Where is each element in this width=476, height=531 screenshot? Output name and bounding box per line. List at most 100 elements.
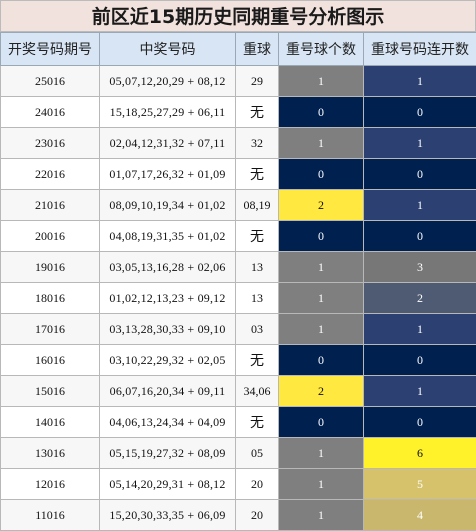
run-count-cell: 1 — [364, 190, 476, 221]
repeat-count-cell: 1 — [279, 314, 364, 345]
repeat-number-cell: 32 — [236, 128, 279, 159]
issue-cell: 18016 — [1, 283, 100, 314]
run-count-cell: 6 — [364, 438, 476, 469]
repeat-number-cell: 无 — [236, 345, 279, 376]
winning-numbers-cell: 04,06,13,24,34 + 04,09 — [100, 407, 236, 438]
repeat-number-cell: 34,06 — [236, 376, 279, 407]
repeat-number-cell: 08,19 — [236, 190, 279, 221]
winning-numbers-cell: 05,14,20,29,31 + 08,12 — [100, 469, 236, 500]
header-run: 重球号码连开数 — [364, 33, 476, 66]
run-count-cell: 4 — [364, 500, 476, 531]
issue-cell: 22016 — [1, 159, 100, 190]
winning-numbers-cell: 06,07,16,20,34 + 09,11 — [100, 376, 236, 407]
run-count-cell: 2 — [364, 283, 476, 314]
issue-cell: 20016 — [1, 221, 100, 252]
winning-numbers-cell: 03,05,13,16,28 + 02,06 — [100, 252, 236, 283]
repeat-number-cell: 无 — [236, 159, 279, 190]
issue-cell: 14016 — [1, 407, 100, 438]
issue-cell: 11016 — [1, 500, 100, 531]
winning-numbers-cell: 15,18,25,27,29 + 06,11 — [100, 97, 236, 128]
run-count-cell: 1 — [364, 314, 476, 345]
run-count-cell: 0 — [364, 97, 476, 128]
repeat-count-cell: 0 — [279, 97, 364, 128]
issue-cell: 25016 — [1, 66, 100, 97]
repeat-count-cell: 2 — [279, 376, 364, 407]
run-count-cell: 0 — [364, 159, 476, 190]
repeat-count-cell: 1 — [279, 66, 364, 97]
issue-cell: 19016 — [1, 252, 100, 283]
winning-numbers-cell: 03,13,28,30,33 + 09,10 — [100, 314, 236, 345]
winning-numbers-cell: 05,15,19,27,32 + 08,09 — [100, 438, 236, 469]
run-count-cell: 1 — [364, 66, 476, 97]
issue-cell: 21016 — [1, 190, 100, 221]
repeat-count-cell: 1 — [279, 283, 364, 314]
header-count: 重号球个数 — [279, 33, 364, 66]
run-count-cell: 1 — [364, 376, 476, 407]
repeat-count-cell: 0 — [279, 159, 364, 190]
issue-cell: 17016 — [1, 314, 100, 345]
winning-numbers-cell: 01,07,17,26,32 + 01,09 — [100, 159, 236, 190]
repeat-number-cell: 13 — [236, 252, 279, 283]
issue-cell: 12016 — [1, 469, 100, 500]
page-title: 前区近15期历史同期重号分析图示 — [0, 0, 476, 32]
run-count-cell: 3 — [364, 252, 476, 283]
run-count-cell: 0 — [364, 407, 476, 438]
repeat-count-cell: 0 — [279, 221, 364, 252]
issue-cell: 15016 — [1, 376, 100, 407]
repeat-count-cell: 0 — [279, 345, 364, 376]
issue-cell: 13016 — [1, 438, 100, 469]
run-count-cell: 5 — [364, 469, 476, 500]
repeat-count-cell: 1 — [279, 500, 364, 531]
winning-numbers-cell: 04,08,19,31,35 + 01,02 — [100, 221, 236, 252]
repeat-count-cell: 1 — [279, 438, 364, 469]
issue-cell: 23016 — [1, 128, 100, 159]
repeat-number-cell: 13 — [236, 283, 279, 314]
winning-numbers-cell: 05,07,12,20,29 + 08,12 — [100, 66, 236, 97]
repeat-number-cell: 20 — [236, 500, 279, 531]
issue-cell: 16016 — [1, 345, 100, 376]
repeat-number-cell: 03 — [236, 314, 279, 345]
header-issue: 开奖号码期号 — [1, 33, 100, 66]
run-count-cell: 0 — [364, 221, 476, 252]
header-numbers: 中奖号码 — [100, 33, 236, 66]
winning-numbers-cell: 08,09,10,19,34 + 01,02 — [100, 190, 236, 221]
repeat-number-cell: 无 — [236, 407, 279, 438]
repeat-count-cell: 1 — [279, 252, 364, 283]
header-row: 开奖号码期号 中奖号码 重球 重号球个数 重球号码连开数 — [1, 33, 476, 66]
repeat-number-cell: 05 — [236, 438, 279, 469]
repeat-count-cell: 2 — [279, 190, 364, 221]
winning-numbers-cell: 01,02,12,13,23 + 09,12 — [100, 283, 236, 314]
repeat-number-cell: 无 — [236, 97, 279, 128]
header-repeat: 重球 — [236, 33, 279, 66]
repeat-number-cell: 20 — [236, 469, 279, 500]
repeat-count-cell: 1 — [279, 128, 364, 159]
issue-cell: 24016 — [1, 97, 100, 128]
winning-numbers-cell: 03,10,22,29,32 + 02,05 — [100, 345, 236, 376]
repeat-count-cell: 0 — [279, 407, 364, 438]
repeat-count-cell: 1 — [279, 469, 364, 500]
winning-numbers-cell: 02,04,12,31,32 + 07,11 — [100, 128, 236, 159]
repeat-number-cell: 无 — [236, 221, 279, 252]
repeat-number-cell: 29 — [236, 66, 279, 97]
run-count-cell: 0 — [364, 345, 476, 376]
run-count-cell: 1 — [364, 128, 476, 159]
winning-numbers-cell: 15,20,30,33,35 + 06,09 — [100, 500, 236, 531]
